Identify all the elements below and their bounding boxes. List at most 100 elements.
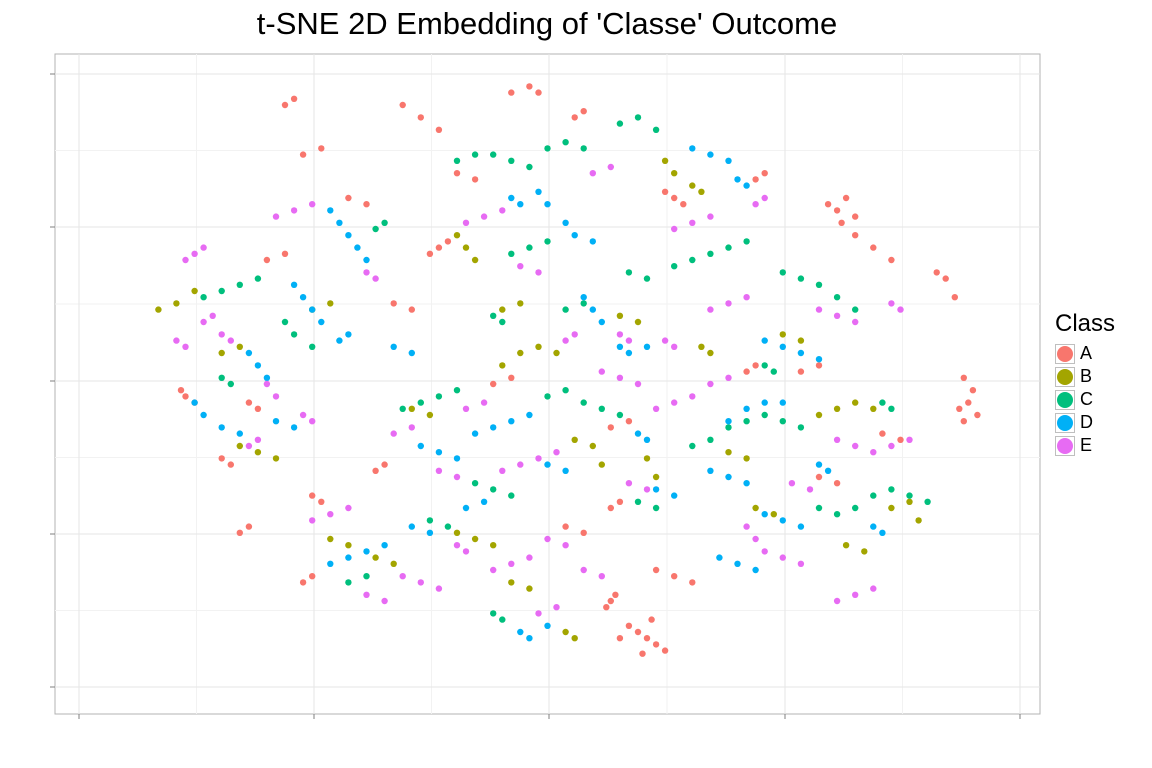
point-class-D: [254, 362, 262, 369]
point-class-D: [725, 157, 732, 164]
point-class-E: [517, 263, 524, 270]
point-class-E: [299, 411, 307, 419]
point-class-A: [177, 387, 185, 394]
point-class-C: [227, 380, 234, 388]
point-class-C: [634, 498, 642, 505]
point-class-D: [490, 424, 497, 431]
point-class-C: [544, 145, 551, 152]
point-class-A: [508, 374, 515, 381]
series-B: [155, 157, 922, 642]
legend-swatch: [1057, 437, 1073, 454]
point-class-D: [299, 294, 307, 301]
point-class-A: [661, 188, 669, 195]
series-C: [200, 114, 931, 623]
point-class-C: [924, 498, 931, 505]
point-class-C: [372, 225, 379, 233]
point-class-D: [725, 473, 732, 481]
point-class-B: [752, 504, 759, 512]
point-class-E: [535, 610, 542, 617]
point-class-D: [471, 430, 479, 437]
point-class-D: [200, 411, 207, 419]
point-class-A: [318, 145, 325, 152]
point-class-E: [290, 207, 298, 214]
point-class-B: [517, 300, 524, 307]
point-class-E: [833, 312, 841, 319]
point-class-B: [327, 535, 334, 543]
point-class-A: [671, 573, 678, 580]
point-class-E: [399, 573, 406, 580]
data-points: [155, 83, 981, 657]
point-class-E: [852, 442, 859, 450]
legend-key: [1055, 412, 1075, 433]
point-class-D: [643, 436, 651, 443]
point-class-B: [815, 411, 823, 419]
series-A: [177, 83, 981, 657]
point-class-E: [173, 337, 180, 344]
point-class-A: [580, 529, 587, 536]
legend-label: B: [1080, 366, 1093, 386]
point-class-A: [616, 498, 624, 505]
point-class-B: [155, 306, 162, 313]
point-class-B: [671, 170, 678, 177]
point-class-D: [589, 306, 596, 313]
plot-panel: [54, 53, 1041, 715]
point-class-D: [417, 442, 424, 450]
point-class-D: [589, 238, 596, 245]
point-class-A: [363, 201, 370, 208]
point-class-E: [363, 269, 370, 276]
point-class-A: [960, 374, 967, 381]
legend-label: C: [1080, 389, 1093, 409]
point-class-C: [852, 306, 859, 313]
point-class-E: [200, 318, 207, 326]
point-class-B: [598, 461, 605, 468]
point-class-D: [290, 281, 298, 288]
series-E: [173, 163, 913, 617]
point-class-A: [870, 244, 877, 251]
point-class-A: [969, 387, 977, 394]
point-class-B: [870, 405, 877, 412]
point-class-D: [263, 374, 271, 381]
point-class-C: [616, 120, 624, 127]
point-class-B: [571, 436, 578, 443]
point-class-E: [707, 306, 714, 313]
point-class-C: [643, 275, 651, 282]
point-class-B: [707, 349, 714, 357]
point-class-E: [553, 604, 560, 611]
point-class-E: [363, 591, 370, 598]
point-class-C: [833, 294, 841, 301]
point-class-A: [263, 256, 271, 264]
point-class-D: [345, 554, 352, 561]
legend-item-E: E: [1055, 434, 1115, 457]
point-class-A: [815, 473, 823, 481]
point-class-C: [580, 300, 587, 307]
point-class-D: [336, 337, 343, 344]
point-class-C: [490, 151, 497, 158]
point-class-D: [363, 548, 370, 555]
point-class-A: [824, 201, 832, 208]
point-class-C: [743, 238, 750, 245]
point-class-B: [643, 455, 651, 462]
point-class-E: [462, 548, 470, 555]
point-class-A: [381, 461, 388, 468]
point-class-A: [680, 201, 687, 208]
point-class-B: [634, 318, 642, 326]
point-class-D: [571, 232, 578, 239]
point-class-E: [544, 535, 551, 543]
point-class-E: [625, 480, 633, 487]
point-class-C: [417, 399, 424, 406]
point-class-C: [453, 157, 461, 164]
point-class-E: [462, 219, 470, 226]
point-class-E: [218, 331, 225, 338]
point-class-D: [191, 399, 198, 406]
point-class-D: [734, 176, 741, 183]
legend-key: [1055, 366, 1075, 387]
legend-key: [1055, 343, 1075, 364]
point-class-D: [390, 343, 397, 350]
point-class-D: [290, 424, 298, 431]
point-class-E: [607, 163, 614, 171]
legend-item-D: D: [1055, 411, 1115, 434]
point-class-C: [725, 244, 732, 251]
legend-item-B: B: [1055, 365, 1115, 388]
